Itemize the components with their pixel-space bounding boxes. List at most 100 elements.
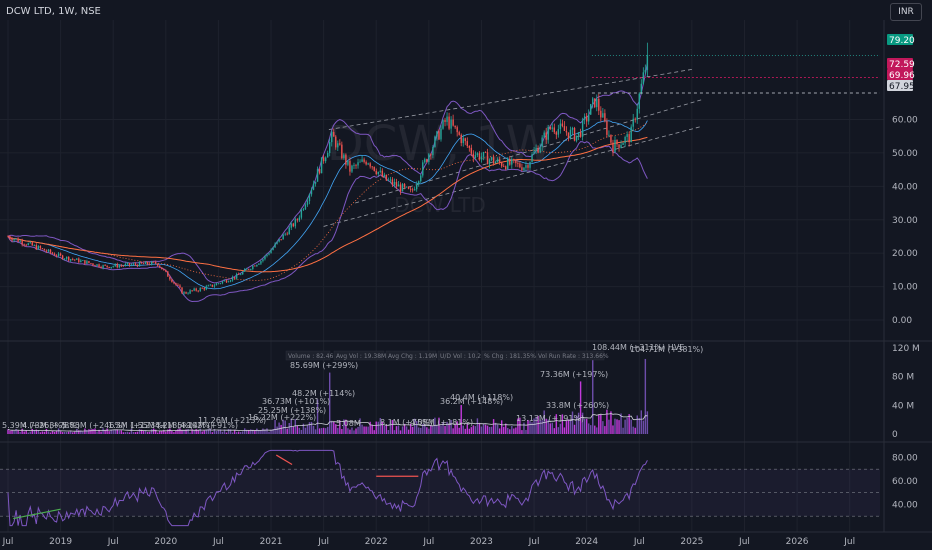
volume-pane[interactable] — [7, 356, 649, 434]
candle-body — [583, 116, 586, 120]
volume-bar — [355, 428, 357, 434]
volume-bar — [337, 427, 339, 434]
volume-bar — [395, 426, 398, 434]
volume-bar — [17, 430, 19, 434]
volume-axis-label: 80 M — [892, 373, 914, 383]
candle-body — [507, 158, 509, 170]
volume-bar — [260, 430, 262, 434]
candle-body — [43, 248, 46, 251]
candle-body — [185, 292, 187, 294]
candle-body — [177, 284, 179, 286]
candle-body — [300, 209, 303, 218]
candle-body — [221, 281, 224, 284]
price-tag-label: 72.59 — [889, 60, 915, 70]
volume-bar — [466, 423, 468, 434]
candle-body — [640, 83, 643, 94]
volume-bar — [460, 405, 462, 434]
volume-bar — [353, 430, 355, 434]
candle-body — [173, 282, 175, 284]
volume-bar — [199, 428, 201, 434]
candle-body — [606, 121, 608, 135]
currency-button[interactable]: INR — [890, 3, 922, 21]
volume-bar — [248, 429, 250, 434]
candle-body — [355, 165, 357, 166]
candle-body — [13, 239, 15, 241]
candle-body — [418, 181, 420, 185]
volume-bar — [624, 419, 626, 434]
volume-annotation: 4.08M (+181%) — [410, 418, 473, 427]
volume-bar — [371, 424, 373, 434]
candle-body — [428, 154, 430, 162]
candle-body — [521, 167, 523, 171]
candle-body — [375, 170, 377, 175]
candle-body — [262, 259, 264, 262]
volume-axis-label: 0 — [892, 430, 898, 440]
candle-body — [11, 238, 13, 241]
volume-bar — [80, 430, 82, 434]
candle-body — [138, 262, 141, 267]
price-pane[interactable] — [7, 42, 884, 303]
volume-bar — [134, 432, 137, 434]
volume-bar — [642, 420, 645, 434]
volume-annotation: 108.44M (+311%) HVE — [592, 343, 684, 352]
volume-bar — [82, 431, 84, 434]
candle-body — [191, 290, 193, 292]
volume-bar — [167, 429, 169, 434]
volume-bar — [169, 428, 171, 434]
candle-body — [638, 93, 640, 109]
volume-bar — [118, 430, 120, 434]
candle-body — [7, 236, 9, 238]
volume-bar — [9, 430, 11, 434]
candle-body — [306, 201, 309, 205]
rsi-axis-label: 60.00 — [892, 477, 918, 487]
rsi-pane[interactable] — [0, 449, 884, 527]
candle-body — [280, 239, 282, 240]
volume-bar — [581, 412, 584, 434]
candle-body — [456, 127, 458, 133]
candle-body — [600, 110, 602, 118]
volume-bar — [225, 432, 228, 434]
volume-bar — [229, 429, 232, 434]
candle-body — [505, 166, 507, 170]
volume-bar — [448, 423, 450, 434]
candle-body — [61, 255, 64, 260]
volume-bar — [549, 423, 551, 434]
volume-annotation: 1.55M (+185%) — [130, 421, 193, 430]
candle-body — [369, 163, 371, 167]
volume-bar — [357, 426, 359, 434]
volume-bar — [130, 428, 133, 434]
candle-body — [88, 261, 90, 264]
candle-body — [379, 170, 381, 172]
volume-bar — [547, 419, 549, 434]
volume-bar — [535, 416, 537, 434]
candle-body — [490, 157, 493, 160]
volume-bar — [478, 422, 481, 434]
candle-body — [29, 242, 31, 244]
volume-bar — [252, 429, 254, 434]
volume-bar — [440, 425, 442, 434]
volume-bar — [590, 425, 592, 434]
volume-bar — [500, 420, 503, 434]
volume-annotation: 5.85M (+246%) — [62, 421, 125, 430]
volume-bar — [452, 428, 454, 434]
candle-body — [347, 160, 349, 165]
candle-body — [496, 159, 499, 162]
volume-bar — [646, 411, 649, 434]
volume-bar — [250, 429, 252, 434]
rsi-divergence-bull — [13, 508, 61, 520]
watermark-name: DCW LTD — [394, 193, 486, 217]
price-axis-label: 30.00 — [892, 216, 918, 226]
volume-bar — [333, 421, 335, 434]
candle-body — [304, 204, 307, 210]
candle-body — [122, 265, 125, 267]
candle-body — [286, 233, 288, 235]
volume-bar — [424, 423, 426, 434]
candle-body — [225, 280, 228, 283]
channel-line — [355, 99, 703, 204]
candle-body — [189, 290, 191, 294]
candle-body — [254, 265, 256, 267]
candle-body — [128, 262, 131, 266]
volume-bar — [545, 418, 547, 434]
